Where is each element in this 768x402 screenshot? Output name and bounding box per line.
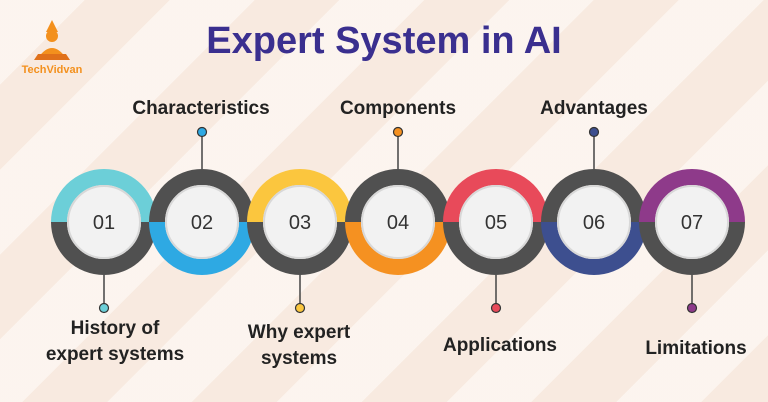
connector-dot-07 <box>686 302 698 314</box>
step-disc-04 <box>361 185 435 259</box>
step-ring-04 <box>345 169 451 275</box>
step-label-03: Why expert systems <box>224 320 374 372</box>
step-number-04: 04 <box>387 212 409 234</box>
step-label-01-line2: expert systems <box>45 344 185 365</box>
step-label-07: Limitations <box>626 336 766 362</box>
step-label-03-line2: systems <box>260 348 338 369</box>
connector-dot-06 <box>588 126 600 138</box>
ring-dark-arc <box>639 221 745 275</box>
step-label-03-line1: Why expert <box>247 322 351 343</box>
ring-dark-arc <box>51 221 157 275</box>
step-label-04-line1: Components <box>339 98 457 119</box>
step-ring-05 <box>443 169 549 275</box>
step-number-01: 01 <box>93 212 115 234</box>
meditation-figure-icon <box>34 20 70 60</box>
step-disc-03 <box>263 185 337 259</box>
page-title: Expert System in AI <box>206 20 562 62</box>
ring-dark-arc <box>345 169 451 223</box>
ring-dark-arc <box>247 221 353 275</box>
step-number-06: 06 <box>583 212 605 234</box>
step-label-06: Advantages <box>519 96 669 122</box>
connector-dot-05 <box>490 302 502 314</box>
step-disc-05 <box>459 185 533 259</box>
ring-color-arc <box>345 221 451 275</box>
brand-name: TechVidvan <box>21 64 83 76</box>
connector-dot-01 <box>98 302 110 314</box>
step-label-06-line1: Advantages <box>540 98 648 119</box>
step-label-01-line1: History of <box>70 318 160 339</box>
step-disc-07 <box>655 185 729 259</box>
step-number-05: 05 <box>485 212 507 234</box>
step-label-04: Components <box>323 96 473 122</box>
brand-logo: TechVidvan <box>14 14 90 84</box>
ring-color-arc <box>639 169 745 223</box>
connector-dot-03 <box>294 302 306 314</box>
ring-color-arc <box>51 169 157 223</box>
connector-dot-04 <box>392 126 404 138</box>
ring-dark-arc <box>149 169 255 223</box>
ring-color-arc <box>149 221 255 275</box>
step-ring-01 <box>51 169 157 275</box>
step-ring-07 <box>639 169 745 275</box>
step-disc-01 <box>67 185 141 259</box>
ring-color-arc <box>247 169 353 223</box>
connector-dot-02 <box>196 126 208 138</box>
step-label-07-line1: Limitations <box>645 338 747 359</box>
step-number-02: 02 <box>191 212 213 234</box>
step-number-03: 03 <box>289 212 311 234</box>
step-label-02: Characteristics <box>126 96 276 122</box>
ring-color-arc <box>541 221 647 275</box>
step-label-01: History of expert systems <box>40 316 190 368</box>
step-disc-02 <box>165 185 239 259</box>
step-ring-02 <box>149 169 255 275</box>
step-ring-03 <box>247 169 353 275</box>
step-label-05: Applications <box>425 333 575 359</box>
step-label-05-line1: Applications <box>442 335 557 356</box>
ring-dark-arc <box>541 169 647 223</box>
step-disc-06 <box>557 185 631 259</box>
step-number-07: 07 <box>681 212 703 234</box>
ring-chain: 01 02 03 04 05 06 07 <box>51 126 745 314</box>
ring-color-arc <box>443 169 549 223</box>
step-label-02-line1: Characteristics <box>132 98 270 119</box>
step-ring-06 <box>541 169 647 275</box>
ring-dark-arc <box>443 221 549 275</box>
